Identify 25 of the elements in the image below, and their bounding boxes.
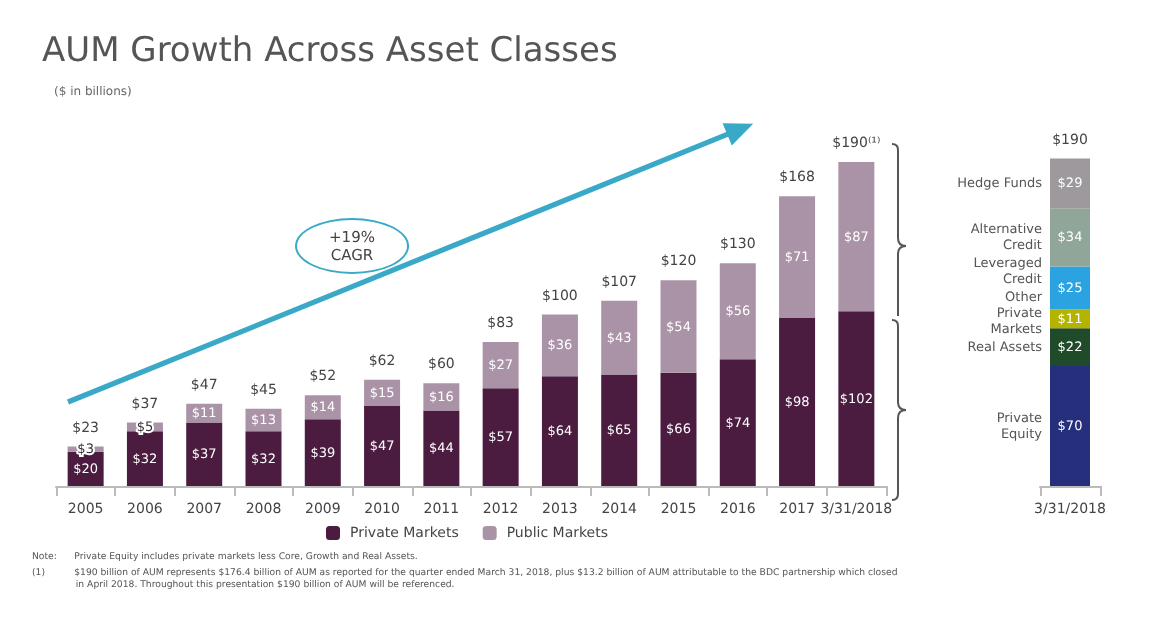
bar: [1050, 366, 1090, 486]
bar: [601, 300, 638, 375]
chart-title: AUM Growth Across Asset Classes: [42, 31, 618, 71]
bar: [838, 311, 875, 486]
bar: [482, 342, 519, 389]
bar: [541, 314, 578, 377]
bar: [660, 280, 697, 373]
bar: [660, 372, 697, 486]
bar: [601, 374, 638, 486]
bar: [126, 431, 163, 486]
bar: [364, 405, 401, 486]
bar: [1050, 328, 1090, 366]
bar: [541, 376, 578, 486]
bar: [779, 318, 816, 486]
bar: [245, 431, 282, 486]
bar: [719, 359, 756, 486]
bar: [482, 388, 519, 486]
bar: [779, 196, 816, 318]
bar: [1050, 158, 1090, 209]
bar: [304, 419, 341, 486]
bar: [423, 410, 460, 486]
bar: [186, 422, 223, 486]
bar: [1050, 208, 1090, 267]
bar: [838, 162, 875, 312]
bar: [719, 263, 756, 360]
